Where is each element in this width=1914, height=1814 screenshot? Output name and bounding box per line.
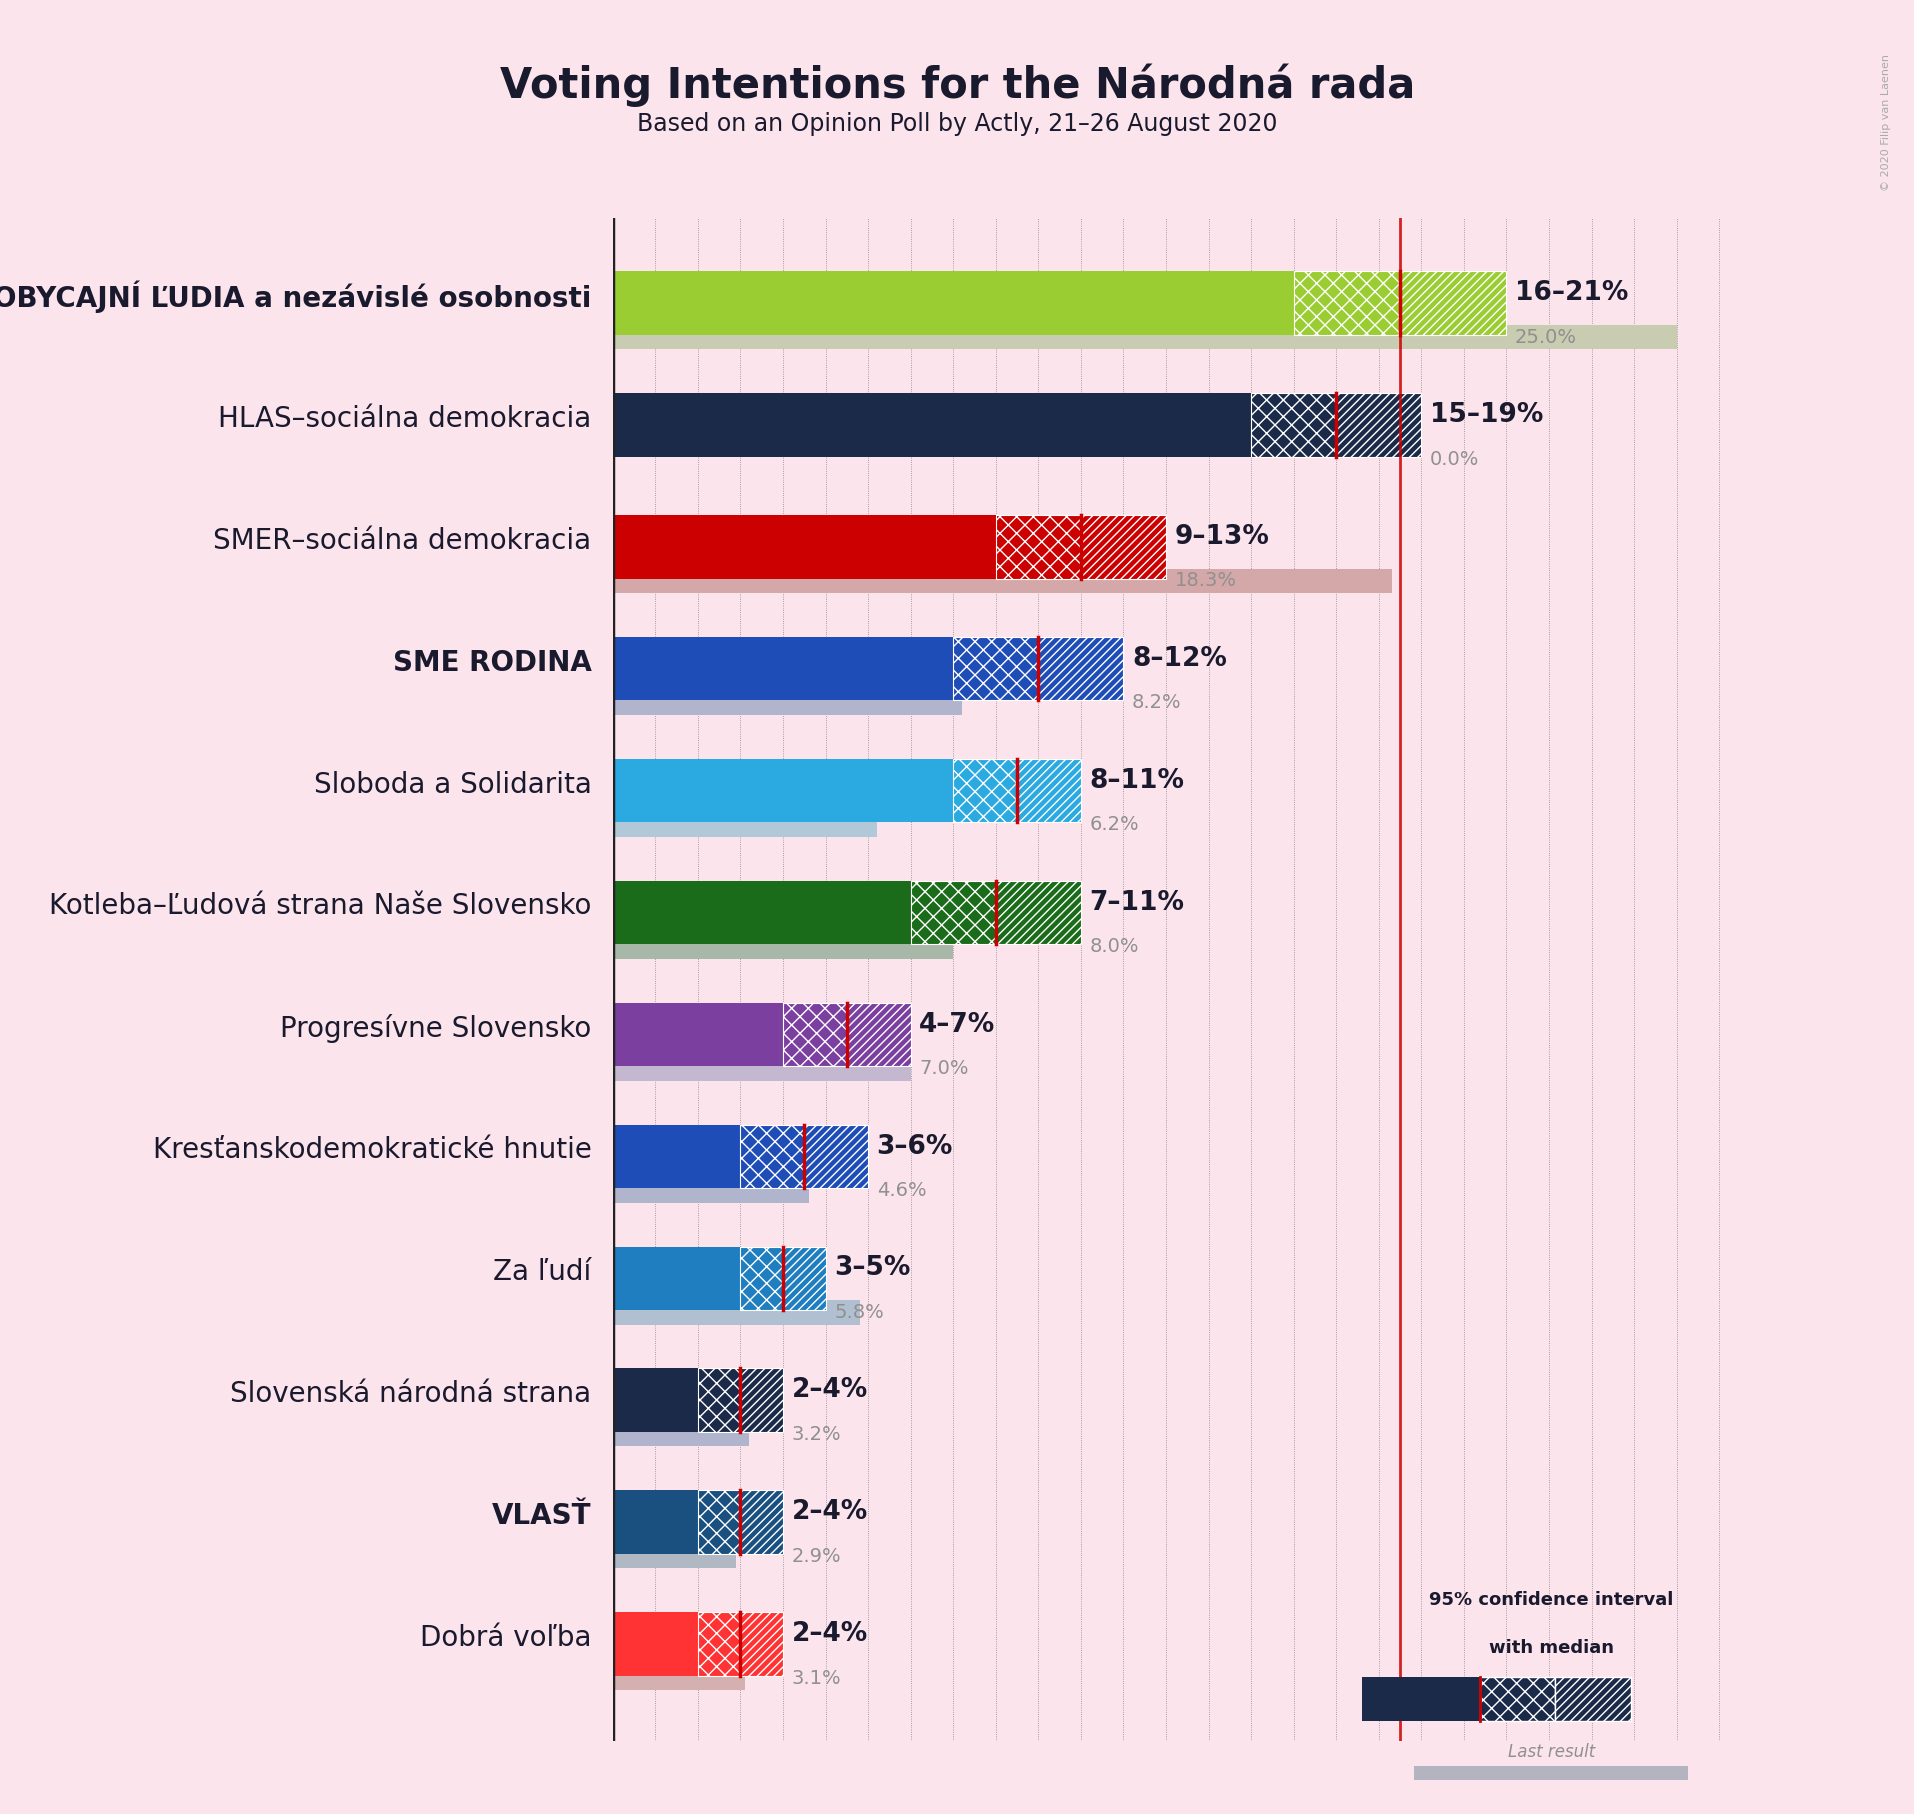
Text: HLAS–sociálna demokracia: HLAS–sociálna demokracia bbox=[218, 405, 591, 434]
Bar bbox=[612, 882, 911, 945]
Bar bbox=[612, 1491, 697, 1555]
Bar bbox=[1399, 272, 1506, 336]
Text: 4–7%: 4–7% bbox=[919, 1012, 995, 1038]
Bar bbox=[612, 934, 953, 960]
Bar bbox=[1336, 394, 1420, 457]
Text: 95% confidence interval: 95% confidence interval bbox=[1428, 1591, 1673, 1609]
Bar bbox=[741, 1491, 783, 1555]
Bar bbox=[783, 1246, 825, 1310]
Bar bbox=[697, 1613, 741, 1676]
Text: Za ľudí: Za ľudí bbox=[494, 1259, 591, 1286]
Bar bbox=[1413, 1765, 1688, 1780]
Text: 4.6%: 4.6% bbox=[877, 1181, 926, 1199]
Bar bbox=[741, 1368, 783, 1431]
Bar bbox=[1016, 758, 1079, 822]
Text: 7–11%: 7–11% bbox=[1089, 889, 1183, 916]
Bar bbox=[846, 1003, 911, 1067]
Bar bbox=[953, 637, 1037, 700]
Bar bbox=[612, 1179, 808, 1203]
Bar bbox=[612, 758, 953, 822]
Text: SME RODINA: SME RODINA bbox=[392, 649, 591, 677]
Text: 3.2%: 3.2% bbox=[790, 1424, 840, 1444]
Text: 5.8%: 5.8% bbox=[835, 1302, 884, 1322]
Bar bbox=[697, 1368, 741, 1431]
Text: 6.2%: 6.2% bbox=[1089, 814, 1139, 834]
Bar bbox=[612, 1665, 745, 1691]
Bar bbox=[612, 325, 1677, 350]
Bar bbox=[612, 691, 961, 715]
Bar bbox=[697, 1491, 741, 1555]
Bar bbox=[911, 882, 995, 945]
Bar bbox=[1554, 1676, 1631, 1721]
Bar bbox=[612, 1301, 859, 1324]
Bar bbox=[612, 1613, 697, 1676]
Text: 2–4%: 2–4% bbox=[790, 1377, 867, 1404]
Bar bbox=[1480, 1676, 1554, 1721]
Bar bbox=[612, 394, 1250, 457]
Text: 3–5%: 3–5% bbox=[835, 1255, 909, 1281]
Text: Kotleba–Ľudová strana Naše Slovensko: Kotleba–Ľudová strana Naše Slovensko bbox=[50, 892, 591, 920]
Text: Progresívne Slovensko: Progresívne Slovensko bbox=[279, 1014, 591, 1043]
Bar bbox=[995, 515, 1079, 579]
Bar bbox=[741, 1125, 804, 1188]
Bar bbox=[612, 272, 1294, 336]
Text: © 2020 Filip van Laenen: © 2020 Filip van Laenen bbox=[1880, 54, 1891, 192]
Text: 2–4%: 2–4% bbox=[790, 1498, 867, 1526]
Text: Dobrá voľba: Dobrá voľba bbox=[419, 1624, 591, 1653]
Bar bbox=[612, 1422, 748, 1446]
Bar bbox=[612, 515, 995, 579]
Text: 25.0%: 25.0% bbox=[1514, 328, 1575, 346]
Bar bbox=[612, 1003, 783, 1067]
Text: 0.0%: 0.0% bbox=[1430, 450, 1478, 468]
Bar bbox=[783, 1003, 846, 1067]
Text: Voting Intentions for the Národná rada: Voting Intentions for the Národná rada bbox=[500, 63, 1414, 107]
Text: Sloboda a Solidarita: Sloboda a Solidarita bbox=[314, 771, 591, 798]
Text: 2.9%: 2.9% bbox=[790, 1547, 840, 1565]
Text: 9–13%: 9–13% bbox=[1173, 524, 1269, 550]
Bar bbox=[1294, 272, 1399, 336]
Text: 8.0%: 8.0% bbox=[1089, 938, 1139, 956]
Text: 8–11%: 8–11% bbox=[1089, 767, 1183, 795]
Text: Slovenská národná strana: Slovenská národná strana bbox=[230, 1380, 591, 1408]
Text: 16–21%: 16–21% bbox=[1514, 279, 1627, 307]
Text: 3–6%: 3–6% bbox=[877, 1134, 953, 1159]
Text: with median: with median bbox=[1487, 1640, 1614, 1658]
Bar bbox=[995, 882, 1079, 945]
Bar bbox=[1361, 1676, 1480, 1721]
Bar bbox=[741, 1613, 783, 1676]
Bar bbox=[612, 570, 1391, 593]
Bar bbox=[612, 1246, 741, 1310]
Bar bbox=[612, 1125, 741, 1188]
Bar bbox=[612, 813, 877, 836]
Bar bbox=[1079, 515, 1166, 579]
Text: 18.3%: 18.3% bbox=[1173, 571, 1236, 590]
Text: 3.1%: 3.1% bbox=[790, 1669, 840, 1687]
Bar bbox=[1250, 394, 1336, 457]
Text: Based on an Opinion Poll by Actly, 21–26 August 2020: Based on an Opinion Poll by Actly, 21–26… bbox=[637, 112, 1277, 136]
Bar bbox=[804, 1125, 867, 1188]
Text: Last result: Last result bbox=[1506, 1743, 1594, 1761]
Bar bbox=[1037, 637, 1124, 700]
Text: 15–19%: 15–19% bbox=[1430, 403, 1543, 428]
Text: VLASŤ: VLASŤ bbox=[492, 1502, 591, 1529]
Text: Kresťanskodemokratické hnutie: Kresťanskodemokratické hnutie bbox=[153, 1136, 591, 1165]
Bar bbox=[612, 1056, 911, 1081]
Bar bbox=[612, 1544, 735, 1569]
Bar bbox=[612, 1368, 697, 1431]
Bar bbox=[612, 637, 953, 700]
Bar bbox=[953, 758, 1016, 822]
Text: 8.2%: 8.2% bbox=[1131, 693, 1181, 713]
Bar bbox=[741, 1246, 783, 1310]
Text: SMER–sociálna demokracia: SMER–sociálna demokracia bbox=[212, 526, 591, 555]
Text: OBYCAJNÍ ĽUDIA a nezávislé osobnosti: OBYCAJNÍ ĽUDIA a nezávislé osobnosti bbox=[0, 281, 591, 314]
Text: 8–12%: 8–12% bbox=[1131, 646, 1227, 671]
Text: 7.0%: 7.0% bbox=[919, 1059, 968, 1078]
Text: 2–4%: 2–4% bbox=[790, 1622, 867, 1647]
